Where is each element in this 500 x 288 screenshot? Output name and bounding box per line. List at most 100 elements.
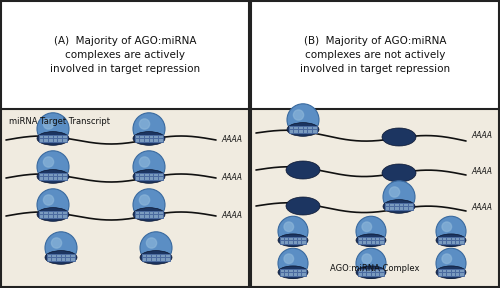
Circle shape bbox=[294, 110, 304, 120]
Bar bbox=[142, 254, 170, 261]
Bar bbox=[70, 254, 71, 261]
Circle shape bbox=[278, 216, 308, 246]
Circle shape bbox=[37, 151, 69, 183]
Text: (B)  Majority of AGO:miRNA
complexes are not actively
involved in target repress: (B) Majority of AGO:miRNA complexes are … bbox=[300, 36, 450, 74]
Circle shape bbox=[133, 113, 165, 145]
Text: AAAA: AAAA bbox=[471, 202, 492, 211]
Bar bbox=[289, 126, 317, 133]
Bar bbox=[366, 237, 367, 244]
Text: (A)  Majority of AGO:miRNA
complexes are actively
involved in target repression: (A) Majority of AGO:miRNA complexes are … bbox=[50, 36, 200, 74]
Bar bbox=[307, 126, 308, 133]
Bar bbox=[289, 129, 317, 130]
Ellipse shape bbox=[383, 200, 415, 213]
Circle shape bbox=[44, 195, 54, 205]
Bar bbox=[52, 211, 54, 218]
Circle shape bbox=[52, 238, 62, 248]
Bar bbox=[135, 135, 163, 142]
Ellipse shape bbox=[278, 266, 308, 279]
Bar bbox=[302, 126, 304, 133]
Circle shape bbox=[45, 232, 77, 264]
Circle shape bbox=[44, 119, 54, 129]
Bar bbox=[292, 237, 294, 244]
Circle shape bbox=[442, 254, 452, 264]
Bar bbox=[57, 173, 58, 180]
Bar bbox=[146, 254, 147, 261]
Bar bbox=[446, 269, 447, 276]
Bar bbox=[455, 237, 456, 244]
Circle shape bbox=[140, 195, 149, 205]
Bar bbox=[153, 173, 154, 180]
Bar bbox=[370, 237, 372, 244]
Bar bbox=[139, 211, 140, 218]
Bar bbox=[160, 254, 161, 261]
Text: AGO:miRNA Complex: AGO:miRNA Complex bbox=[330, 264, 420, 273]
Bar bbox=[135, 176, 163, 177]
Bar bbox=[385, 206, 413, 207]
Bar bbox=[57, 211, 58, 218]
Circle shape bbox=[37, 113, 69, 145]
Bar bbox=[297, 269, 298, 276]
Bar bbox=[165, 254, 166, 261]
Bar bbox=[39, 214, 67, 215]
Circle shape bbox=[44, 157, 54, 167]
Bar bbox=[438, 269, 464, 276]
Circle shape bbox=[436, 248, 466, 278]
Bar bbox=[142, 254, 170, 261]
Bar bbox=[135, 211, 163, 218]
Bar bbox=[298, 126, 299, 133]
Bar bbox=[389, 203, 390, 210]
Bar bbox=[60, 254, 62, 261]
Bar bbox=[144, 211, 145, 218]
Bar bbox=[56, 254, 57, 261]
Ellipse shape bbox=[382, 164, 416, 182]
Bar bbox=[438, 237, 464, 244]
Bar bbox=[251, 1, 499, 109]
Bar bbox=[366, 269, 367, 276]
Circle shape bbox=[284, 222, 294, 232]
Bar bbox=[135, 211, 163, 218]
Bar bbox=[148, 211, 150, 218]
Bar bbox=[358, 240, 384, 241]
Circle shape bbox=[133, 189, 165, 221]
Bar bbox=[65, 254, 66, 261]
Bar bbox=[39, 211, 67, 218]
Bar bbox=[39, 135, 67, 142]
Bar bbox=[47, 254, 75, 261]
Bar bbox=[280, 237, 306, 244]
Text: AAAA: AAAA bbox=[471, 130, 492, 139]
Bar bbox=[43, 173, 44, 180]
Bar bbox=[48, 173, 49, 180]
Bar bbox=[39, 173, 67, 180]
Bar bbox=[375, 269, 376, 276]
Ellipse shape bbox=[356, 234, 386, 247]
Bar bbox=[403, 203, 404, 210]
Circle shape bbox=[146, 238, 156, 248]
Text: AAAA: AAAA bbox=[221, 134, 242, 143]
Ellipse shape bbox=[45, 251, 77, 264]
Ellipse shape bbox=[286, 197, 320, 215]
Bar bbox=[153, 211, 154, 218]
Bar bbox=[39, 138, 67, 139]
Circle shape bbox=[356, 216, 386, 246]
Bar bbox=[292, 269, 294, 276]
Bar bbox=[385, 203, 413, 210]
Ellipse shape bbox=[133, 170, 165, 183]
Bar bbox=[455, 269, 456, 276]
Circle shape bbox=[140, 119, 149, 129]
Bar bbox=[1, 1, 249, 287]
Bar bbox=[148, 173, 150, 180]
Bar bbox=[62, 135, 63, 142]
Circle shape bbox=[383, 181, 415, 213]
Bar bbox=[312, 126, 313, 133]
Bar bbox=[39, 176, 67, 177]
Bar bbox=[375, 237, 376, 244]
Bar bbox=[1, 1, 249, 109]
Bar bbox=[39, 211, 67, 218]
Bar bbox=[398, 203, 400, 210]
Circle shape bbox=[362, 222, 372, 232]
Bar bbox=[148, 135, 150, 142]
Bar bbox=[135, 173, 163, 180]
Circle shape bbox=[278, 248, 308, 278]
Circle shape bbox=[140, 157, 149, 167]
Bar bbox=[158, 211, 159, 218]
